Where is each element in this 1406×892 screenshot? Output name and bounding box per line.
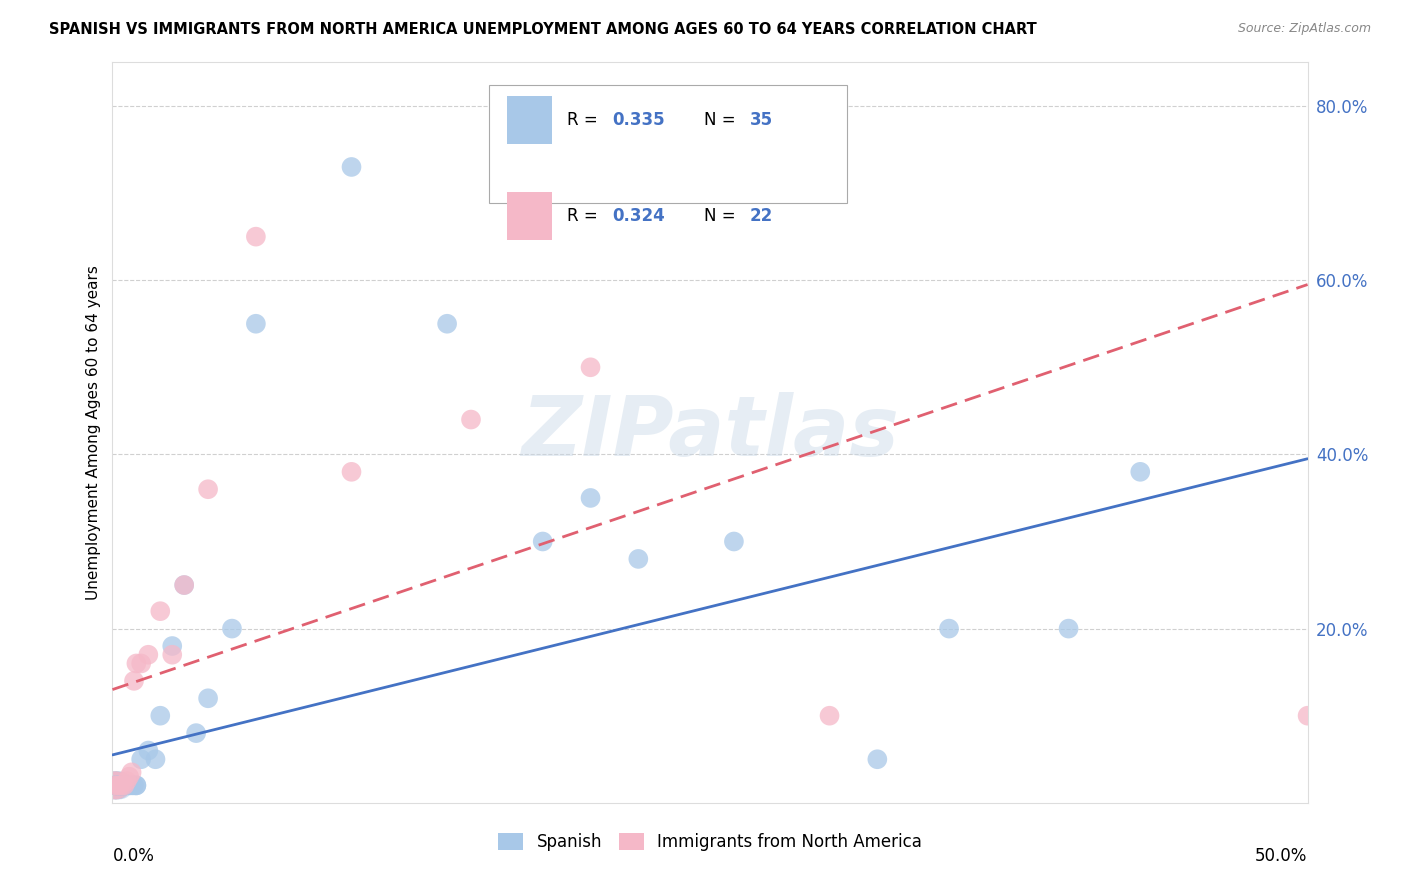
- Point: [105, 778, 128, 792]
- Text: N =: N =: [704, 207, 741, 225]
- Text: 35: 35: [749, 111, 772, 128]
- Point: [105, 778, 128, 792]
- Text: R =: R =: [567, 207, 603, 225]
- Point: [173, 578, 195, 592]
- Point: [579, 491, 602, 505]
- Point: [138, 743, 160, 757]
- Text: 50.0%: 50.0%: [1256, 847, 1308, 865]
- Point: [138, 648, 160, 662]
- Point: [108, 778, 131, 792]
- Point: [121, 778, 143, 792]
- Y-axis label: Unemployment Among Ages 60 to 64 years: Unemployment Among Ages 60 to 64 years: [86, 265, 101, 600]
- Point: [627, 552, 650, 566]
- Point: [104, 778, 127, 792]
- Point: [197, 691, 219, 706]
- Point: [104, 778, 127, 792]
- Point: [125, 778, 148, 792]
- Point: [436, 317, 458, 331]
- Point: [197, 482, 219, 496]
- Legend: Spanish, Immigrants from North America: Spanish, Immigrants from North America: [492, 826, 928, 857]
- Text: 0.335: 0.335: [612, 111, 665, 128]
- Point: [186, 726, 208, 740]
- Point: [105, 778, 128, 792]
- Point: [245, 317, 267, 331]
- Text: ZIPatlas: ZIPatlas: [522, 392, 898, 473]
- Point: [108, 778, 131, 792]
- Point: [104, 778, 127, 792]
- Point: [108, 778, 131, 792]
- Point: [105, 778, 128, 792]
- Bar: [508, 192, 553, 240]
- Point: [105, 778, 128, 792]
- Point: [125, 657, 148, 671]
- Point: [104, 778, 127, 792]
- Point: [111, 778, 134, 792]
- Point: [114, 778, 135, 792]
- Point: [105, 778, 128, 792]
- Point: [866, 752, 889, 766]
- Point: [221, 622, 243, 636]
- Point: [122, 778, 145, 792]
- Bar: [508, 95, 553, 144]
- Point: [114, 778, 135, 792]
- FancyBboxPatch shape: [489, 85, 848, 203]
- Point: [121, 765, 143, 780]
- Point: [129, 657, 152, 671]
- Point: [118, 778, 141, 792]
- Point: [1129, 465, 1152, 479]
- Text: 22: 22: [749, 207, 773, 225]
- Point: [104, 778, 127, 792]
- Point: [111, 778, 134, 792]
- Text: R =: R =: [567, 111, 603, 128]
- Point: [104, 778, 127, 792]
- Point: [938, 622, 960, 636]
- Text: Source: ZipAtlas.com: Source: ZipAtlas.com: [1237, 22, 1371, 36]
- Point: [340, 160, 363, 174]
- Point: [162, 639, 183, 653]
- Point: [105, 778, 128, 792]
- Point: [115, 778, 138, 792]
- Point: [125, 778, 148, 792]
- Point: [129, 752, 152, 766]
- Point: [108, 778, 131, 792]
- Point: [723, 534, 745, 549]
- Point: [149, 604, 172, 618]
- Point: [115, 774, 138, 789]
- Point: [104, 778, 127, 792]
- Point: [104, 778, 127, 792]
- Point: [460, 412, 482, 426]
- Point: [104, 778, 127, 792]
- Point: [104, 778, 127, 792]
- Point: [1296, 708, 1319, 723]
- Point: [122, 673, 145, 688]
- Point: [111, 778, 134, 792]
- Point: [145, 752, 167, 766]
- Text: 0.0%: 0.0%: [112, 847, 155, 865]
- Point: [245, 229, 267, 244]
- Point: [531, 534, 554, 549]
- Point: [108, 778, 131, 792]
- Point: [1057, 622, 1080, 636]
- Point: [340, 465, 363, 479]
- Point: [173, 578, 195, 592]
- Text: 0.324: 0.324: [612, 207, 665, 225]
- Point: [105, 778, 128, 792]
- Text: SPANISH VS IMMIGRANTS FROM NORTH AMERICA UNEMPLOYMENT AMONG AGES 60 TO 64 YEARS : SPANISH VS IMMIGRANTS FROM NORTH AMERICA…: [49, 22, 1038, 37]
- Point: [118, 770, 141, 784]
- Point: [818, 708, 841, 723]
- Text: N =: N =: [704, 111, 741, 128]
- Point: [104, 778, 127, 792]
- Point: [579, 360, 602, 375]
- Point: [149, 708, 172, 723]
- Point: [114, 778, 135, 792]
- Point: [162, 648, 183, 662]
